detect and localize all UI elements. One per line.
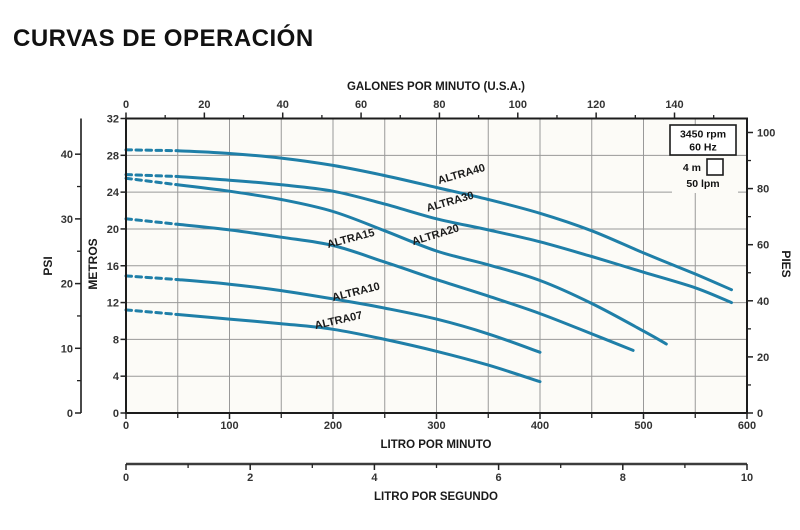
legend-grid-scale-bg [672, 156, 738, 193]
tick-label: 40 [61, 149, 73, 161]
tick-label: 20 [757, 352, 769, 364]
tick-label: 0 [123, 420, 129, 432]
tick-label: 100 [757, 127, 775, 139]
tick-label: 400 [531, 420, 549, 432]
tick-label: 300 [427, 420, 445, 432]
curve-altra20 [176, 183, 668, 346]
tick-label: 4 [371, 472, 378, 484]
tick-label: 24 [107, 187, 120, 199]
tick-label: 80 [433, 99, 445, 111]
curve-dashed-altra15 [124, 217, 180, 226]
tick-label: 10 [61, 343, 73, 355]
legend-grid-width-text: 50 lpm [686, 178, 719, 190]
legend-grid-cell-icon [706, 158, 724, 176]
curve-dashed-altra30 [124, 173, 180, 178]
bottom2-axis-caption: LITRO POR SEGUNDO [374, 491, 498, 503]
tick-label: 8 [113, 334, 119, 346]
curves-layer [124, 148, 733, 384]
bottom-axis-caption: LITRO POR MINUTO [381, 439, 492, 451]
curve-altra10 [176, 278, 542, 354]
tick-label: 20 [61, 279, 73, 291]
tick-label: 140 [665, 99, 683, 111]
tick-label: 60 [757, 240, 769, 252]
metros-axis-name: METROS [86, 238, 100, 289]
tick-label: 30 [61, 214, 73, 226]
curve-dashed-altra20 [124, 176, 180, 187]
curve-dashed-altra10 [124, 274, 180, 282]
page-title: CURVAS DE OPERACIÓN [13, 24, 314, 52]
tick-label: 20 [198, 99, 210, 111]
tick-label: 0 [757, 408, 763, 420]
curve-altra40 [176, 149, 733, 292]
tick-label: 0 [123, 472, 129, 484]
tick-label: 6 [496, 472, 502, 484]
curve-altra07 [176, 313, 542, 384]
tick-label: 200 [324, 420, 342, 432]
legend-grid-scale: 4 m 50 lpm [672, 156, 738, 193]
tick-label: 20 [107, 224, 119, 236]
legend-rpm-text: 3450 rpm [680, 129, 726, 141]
tick-label: 120 [587, 99, 605, 111]
tick-label: 80 [757, 184, 769, 196]
tick-label: 10 [741, 472, 753, 484]
tick-label: 12 [107, 298, 119, 310]
tick-label: 0 [113, 408, 119, 420]
tick-label: 8 [620, 472, 626, 484]
tick-label: 28 [107, 150, 119, 162]
tick-label: 2 [247, 472, 253, 484]
tick-label: 600 [738, 420, 756, 432]
tick-label: 100 [509, 99, 527, 111]
legend-grid-height-text: 4 m [683, 162, 701, 174]
tick-label: 40 [277, 99, 289, 111]
legend-rpm-box: 3450 rpm 60 Hz [669, 124, 737, 156]
curve-altra30 [176, 175, 733, 305]
tick-label: 0 [123, 99, 129, 111]
legend-hz-text: 60 Hz [689, 142, 716, 154]
curve-dashed-altra07 [124, 308, 180, 316]
curve-dashed-altra40 [124, 148, 180, 153]
tick-label: 60 [355, 99, 367, 111]
pies-axis-name: PIES [779, 250, 793, 277]
tick-label: 0 [67, 408, 73, 420]
tick-label: 100 [220, 420, 238, 432]
tick-label: 16 [107, 261, 119, 273]
tick-label: 4 [113, 371, 120, 383]
curve-altra15 [176, 222, 635, 352]
top-axis-caption: GALONES POR MINUTO (U.S.A.) [347, 81, 525, 93]
psi-axis-name: PSI [41, 256, 55, 275]
tick-label: 32 [107, 114, 119, 126]
tick-label: 500 [634, 420, 652, 432]
tick-label: 40 [757, 296, 769, 308]
legend-rpm-box-border [669, 124, 737, 156]
